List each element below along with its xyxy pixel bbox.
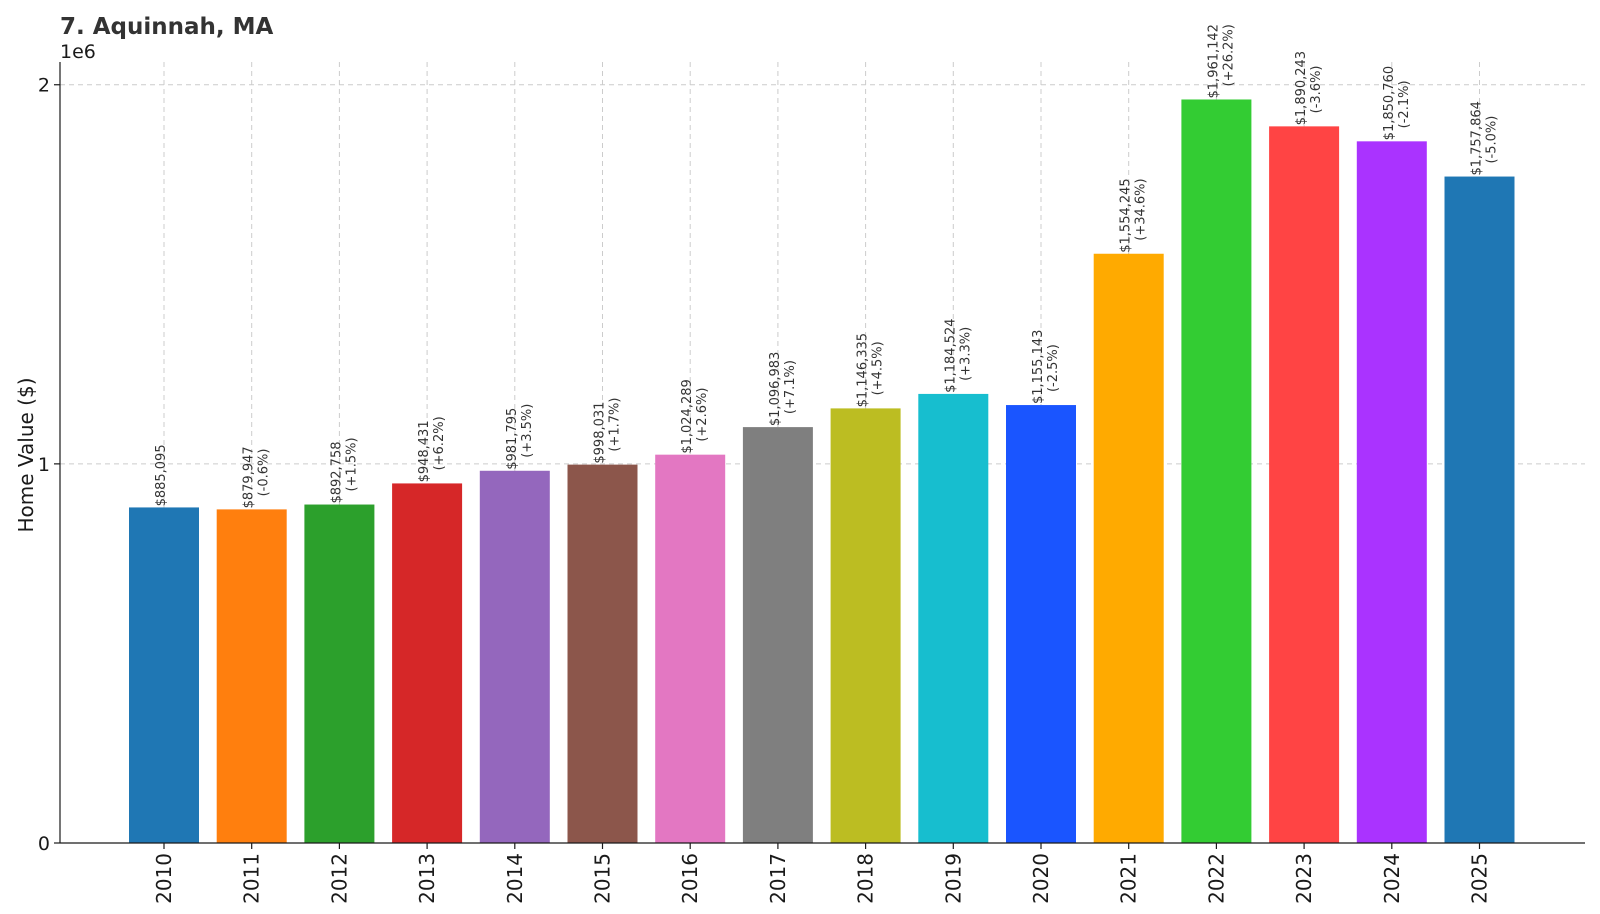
data-label-2025: $1,757,864 (-5.0%): [1470, 101, 1500, 175]
data-labels: $885,095 $879,947 (-0.6%) $892,758 (+1.5%) $9…: [154, 24, 1500, 508]
change-label: (-2.5%): [1046, 344, 1061, 392]
value-label: $1,554,245: [1119, 178, 1134, 252]
x-tick-label-2013: 2013: [415, 853, 439, 904]
value-label: $998,031: [593, 402, 608, 464]
value-label: $1,757,864: [1470, 101, 1485, 175]
data-label-2019: $1,184,524 (+3.3%): [943, 318, 973, 392]
x-tick-label-2015: 2015: [591, 853, 615, 904]
bar-2022: [1181, 99, 1252, 843]
x-tick-label-2011: 2011: [240, 853, 264, 904]
value-label: $1,024,289: [680, 379, 695, 453]
data-label-2024: $1,850,760 (-2.1%): [1382, 66, 1412, 140]
x-tick-label-2017: 2017: [766, 853, 790, 904]
y-tick-label: 0: [38, 833, 50, 855]
data-label-2013: $948,431 (+6.2%): [417, 416, 447, 482]
bar-2013: [392, 483, 463, 843]
data-label-2021: $1,554,245 (+34.6%): [1119, 178, 1149, 252]
x-tick-label-2014: 2014: [503, 853, 527, 904]
value-label: $1,850,760: [1382, 66, 1397, 140]
x-tick-label-2020: 2020: [1029, 853, 1053, 904]
bar-2015: [567, 464, 638, 843]
y-tick-label: 1: [38, 454, 50, 476]
bar-2025: [1444, 176, 1515, 844]
data-label-2014: $981,795 (+3.5%): [505, 404, 535, 470]
data-label-2010: $885,095: [154, 444, 169, 506]
change-label: (+1.5%): [344, 437, 359, 491]
value-label: $1,096,983: [768, 352, 783, 426]
change-label: (+3.5%): [520, 404, 535, 458]
bar-2017: [742, 427, 813, 843]
data-label-2017: $1,096,983 (+7.1%): [768, 352, 798, 426]
chart-title: 7. Aquinnah, MA: [60, 14, 274, 40]
x-tick-label-2012: 2012: [327, 853, 351, 904]
y-offset-label: 1e6: [60, 41, 96, 63]
data-label-2016: $1,024,289 (+2.6%): [680, 379, 710, 453]
data-label-2018: $1,146,335 (+4.5%): [856, 333, 886, 407]
bar-2014: [479, 470, 550, 843]
bar-2021: [1093, 253, 1164, 843]
bars: [129, 99, 1515, 844]
change-label: (+1.7%): [608, 398, 623, 452]
x-tick-label-2019: 2019: [941, 853, 965, 904]
x-tick-label-2016: 2016: [678, 853, 702, 904]
value-label: $1,146,335: [856, 333, 871, 407]
value-label: $892,758: [329, 442, 344, 504]
change-label: (+2.6%): [695, 388, 710, 442]
x-tick-label-2024: 2024: [1380, 853, 1404, 904]
change-label: (+7.1%): [783, 360, 798, 414]
y-axis-label: Home Value ($): [14, 377, 38, 532]
change-label: (+4.5%): [871, 341, 886, 395]
change-label: (-2.1%): [1397, 80, 1412, 128]
bar-2023: [1269, 126, 1340, 844]
data-label-2011: $879,947 (-0.6%): [242, 446, 272, 508]
x-tick-label-2018: 2018: [854, 853, 878, 904]
value-label: $981,795: [505, 408, 520, 470]
bar-2020: [1006, 405, 1076, 843]
tick-labels: 0 1 2 2010 2011 2012 2013 2014 2015 2016 2017 2018 2…: [38, 75, 1492, 904]
change-label: (-5.0%): [1485, 116, 1500, 164]
bar-2018: [830, 408, 901, 843]
change-label: (+34.6%): [1134, 178, 1149, 240]
change-label: (+6.2%): [432, 416, 447, 470]
change-label: (+26.2%): [1221, 24, 1236, 86]
value-label: $879,947: [242, 446, 257, 508]
data-label-2022: $1,961,142 (+26.2%): [1206, 24, 1236, 98]
bar-2012: [304, 504, 375, 843]
x-tick-label-2023: 2023: [1292, 853, 1316, 904]
data-label-2020: $1,155,143 (-2.5%): [1031, 330, 1061, 404]
bar-2016: [655, 454, 726, 843]
data-label-2023: $1,890,243 (-3.6%): [1294, 51, 1324, 125]
x-tick-label-2010: 2010: [152, 853, 176, 904]
data-label-2015: $998,031 (+1.7%): [593, 398, 623, 464]
change-label: (-3.6%): [1309, 65, 1324, 113]
bar-2010: [129, 507, 199, 843]
change-label: (-0.6%): [257, 449, 272, 497]
x-tick-label-2025: 2025: [1468, 853, 1492, 904]
bar-2024: [1356, 141, 1427, 843]
value-label: $1,890,243: [1294, 51, 1309, 125]
bar-2019: [918, 393, 989, 843]
y-tick-label: 2: [38, 75, 50, 97]
x-tick-label-2022: 2022: [1204, 853, 1228, 904]
bar-2011: [216, 509, 287, 843]
x-tick-label-2021: 2021: [1117, 853, 1141, 904]
value-label: $948,431: [417, 420, 432, 482]
value-label: $1,184,524: [943, 318, 958, 392]
data-label-2012: $892,758 (+1.5%): [329, 437, 359, 503]
value-label: $1,961,142: [1206, 24, 1221, 98]
value-label: $1,155,143: [1031, 330, 1046, 404]
value-label: $885,095: [154, 444, 169, 506]
change-label: (+3.3%): [958, 327, 973, 381]
